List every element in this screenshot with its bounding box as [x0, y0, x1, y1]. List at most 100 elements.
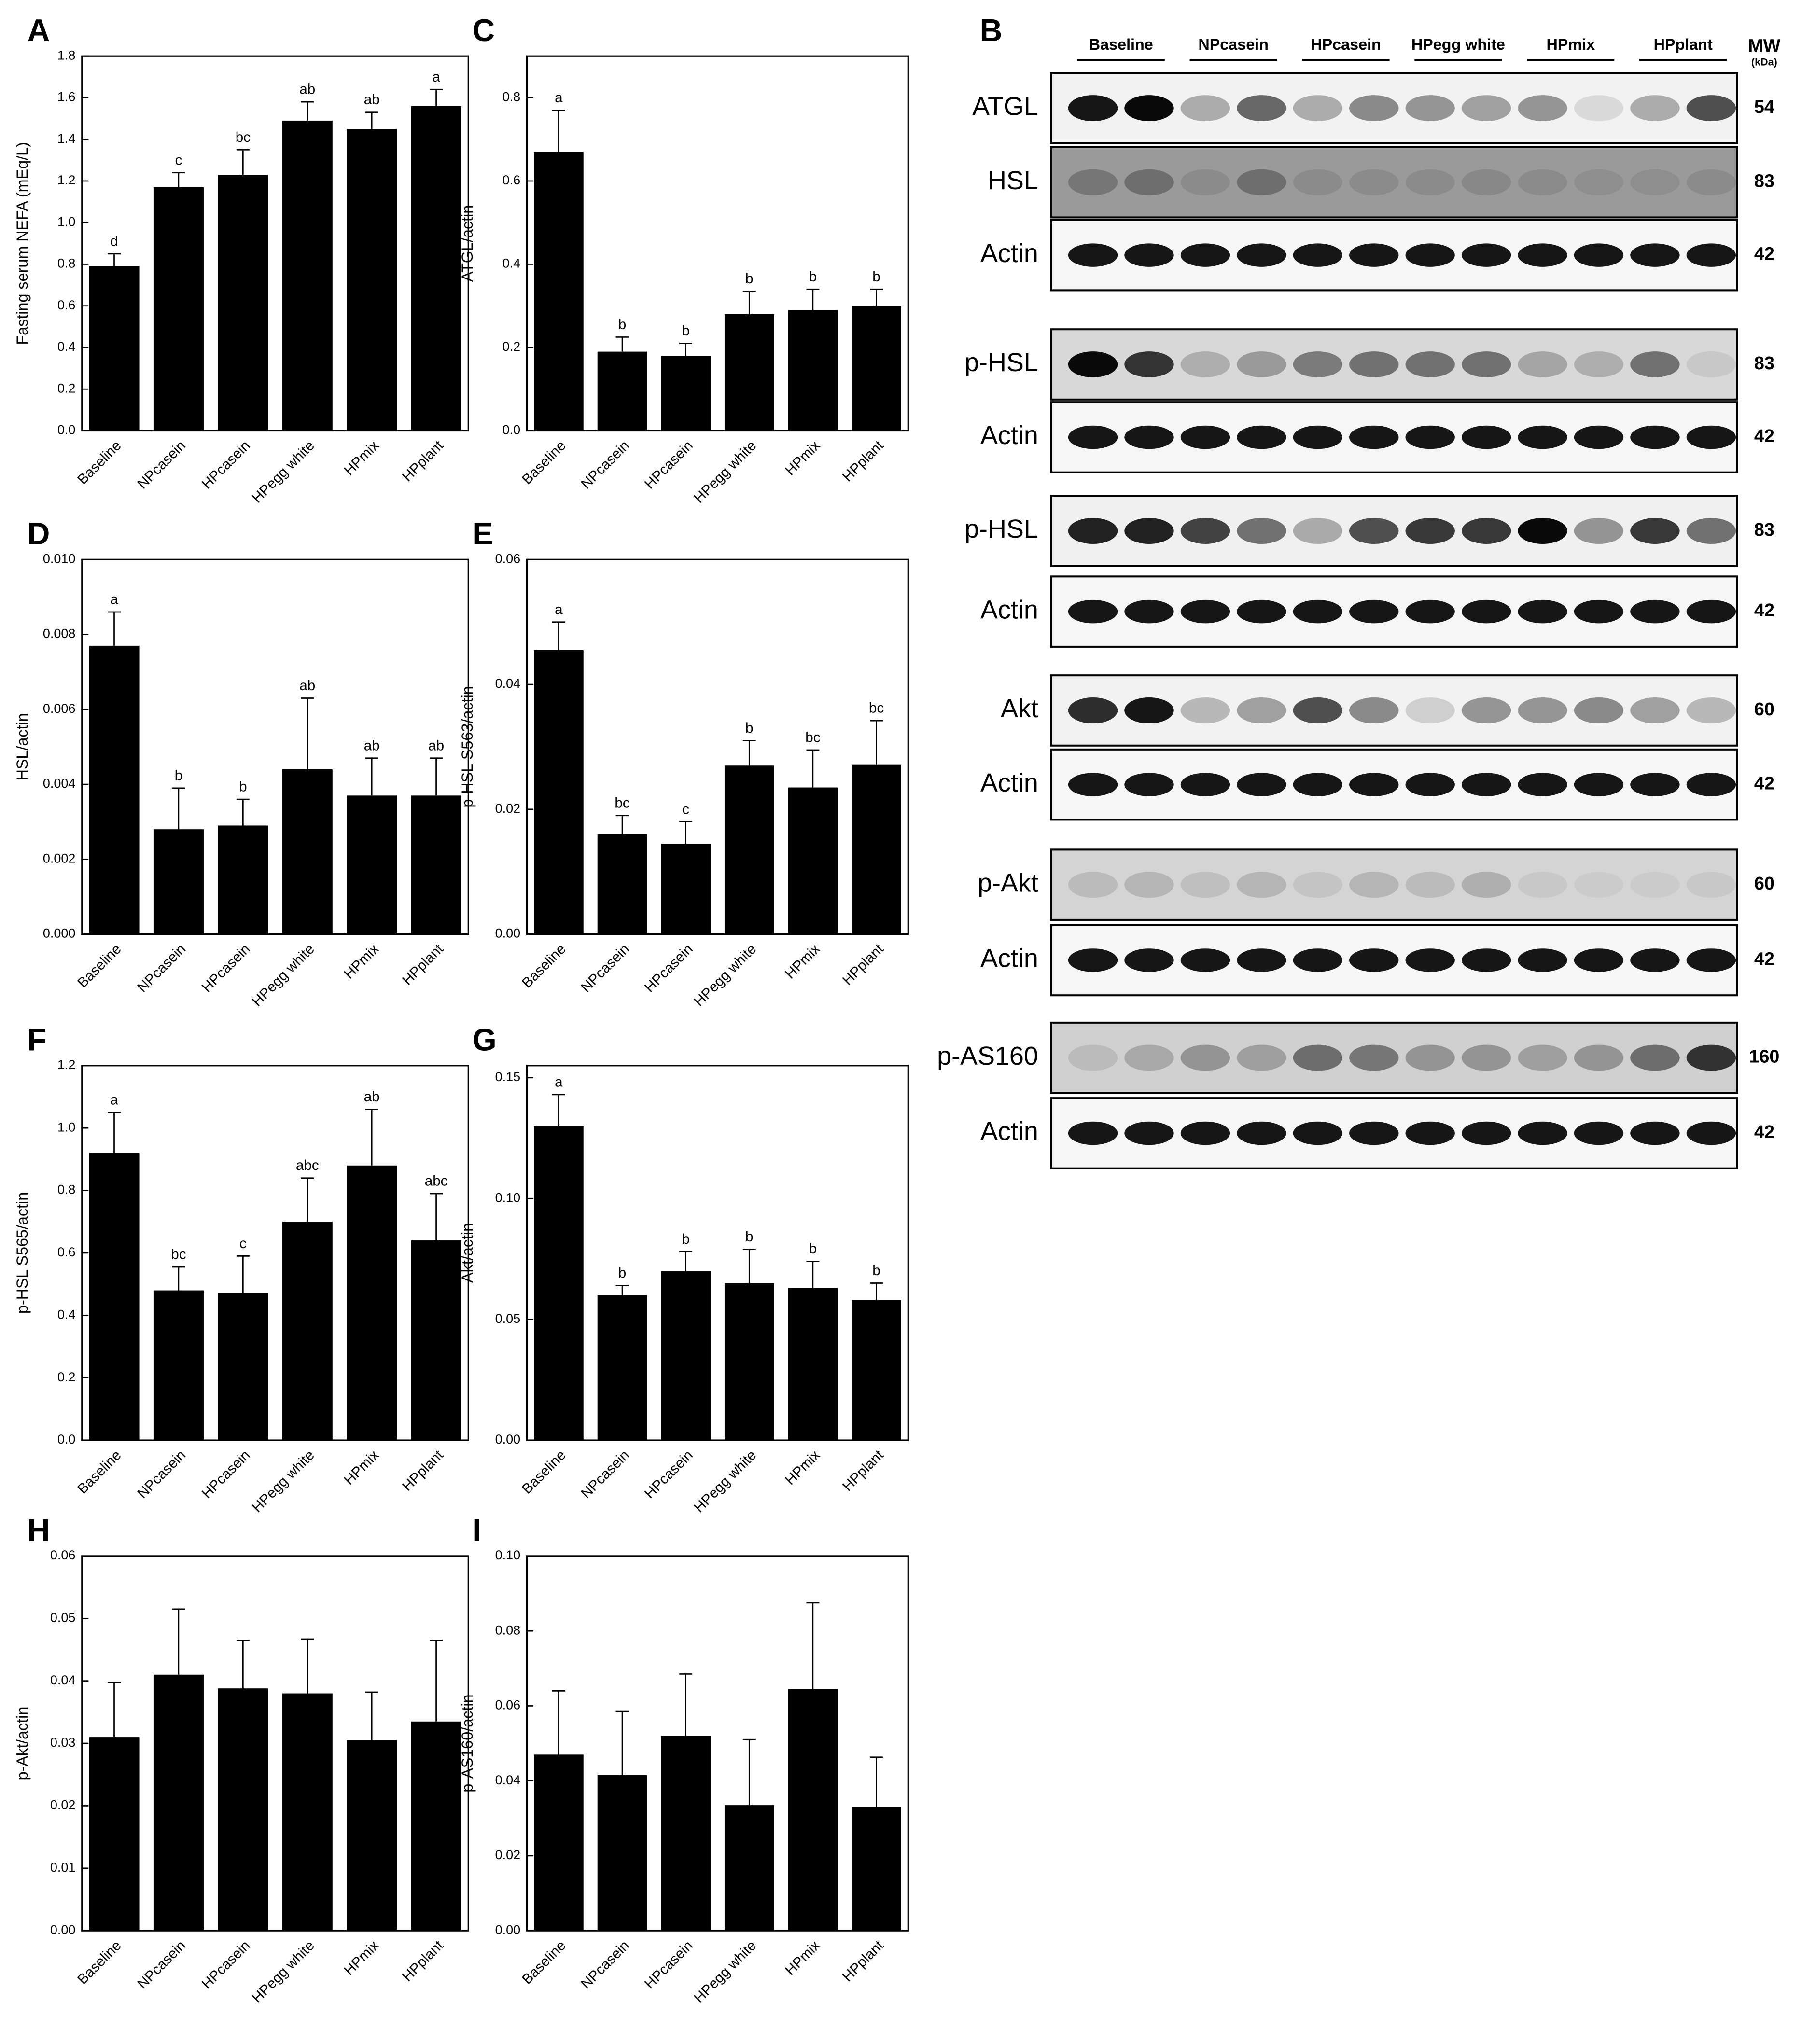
- x-tick-label: NPcasein: [578, 1447, 632, 1502]
- x-tick-label: NPcasein: [134, 1447, 189, 1502]
- x-tick-label: HPcasein: [642, 438, 696, 492]
- blot-band: [1630, 599, 1680, 624]
- row-mw: 160: [1749, 1046, 1779, 1067]
- blot-band: [1180, 599, 1230, 624]
- significance-letter: ab: [428, 737, 444, 753]
- x-tick-label: HPcasein: [199, 941, 253, 996]
- blot-band: [1461, 697, 1511, 723]
- bar: [788, 310, 838, 431]
- significance-letter: b: [809, 269, 817, 285]
- bar: [597, 351, 647, 431]
- y-tick-label: 0.006: [43, 701, 75, 716]
- blot-band: [1237, 697, 1286, 723]
- bar: [788, 787, 838, 934]
- significance-letter: a: [110, 1092, 118, 1108]
- blot-band: [1293, 169, 1343, 195]
- bar: [282, 769, 333, 934]
- blot-band: [1630, 95, 1680, 121]
- error-bar: [870, 1756, 883, 1808]
- y-tick-label: 1.8: [57, 48, 75, 62]
- error-bar: [430, 1640, 443, 1722]
- x-tick-label: HPmix: [782, 1447, 823, 1488]
- blot-band: [1574, 697, 1624, 723]
- bar: [597, 1295, 647, 1441]
- blot-band: [1237, 518, 1286, 544]
- x-tick-label: HPcasein: [642, 1447, 696, 1502]
- blot-band: [1293, 1121, 1343, 1145]
- bar: [347, 1740, 397, 1931]
- significance-letter: bc: [171, 1247, 186, 1263]
- error-bar: [365, 1691, 378, 1740]
- blot-band: [1180, 1044, 1230, 1071]
- y-tick-label: 0.2: [503, 339, 520, 354]
- y-tick-label: 0.4: [503, 256, 520, 271]
- y-tick-label: 0.00: [495, 926, 520, 941]
- y-tick-label: 0.05: [495, 1311, 520, 1326]
- bar: [89, 1737, 140, 1931]
- x-tick-label: HPcasein: [642, 1937, 696, 1992]
- x-tick-label: Baseline: [519, 941, 569, 991]
- significance-letter: b: [745, 720, 753, 736]
- significance-letter: b: [872, 269, 880, 285]
- blot-band: [1180, 351, 1230, 377]
- blot-band: [1630, 948, 1680, 972]
- bar: [534, 1754, 584, 1931]
- error-bar: [615, 1285, 629, 1295]
- error-bar: [679, 343, 693, 356]
- blot-band: [1349, 697, 1399, 723]
- blot-band: [1630, 518, 1680, 544]
- blot-band: [1630, 169, 1680, 195]
- significance-letter: b: [239, 779, 247, 795]
- significance-letter: b: [745, 271, 753, 287]
- axes-frame: [81, 1555, 469, 1932]
- error-bar: [365, 1109, 378, 1166]
- x-tick-label: HPegg white: [249, 438, 318, 506]
- blot-band: [1180, 872, 1230, 898]
- y-tick-label: 0.04: [495, 1773, 520, 1787]
- blot-band: [1405, 948, 1455, 972]
- bar: [282, 1222, 333, 1441]
- bar: [218, 1688, 268, 1931]
- blot-band: [1630, 773, 1680, 796]
- significance-letter: d: [110, 233, 118, 249]
- x-tick-label: HPplant: [839, 1937, 887, 1985]
- x-tick-label: Baseline: [74, 1447, 125, 1497]
- bar: [347, 795, 397, 934]
- y-tick-label: 0.002: [43, 851, 75, 865]
- row-mw: 83: [1754, 519, 1774, 540]
- blot-band: [1124, 1121, 1174, 1145]
- row-mw: 83: [1754, 171, 1774, 191]
- blot-band: [1124, 599, 1174, 624]
- bar: [153, 187, 204, 431]
- x-tick-label: Baseline: [74, 438, 125, 488]
- blot-band: [1349, 872, 1399, 898]
- significance-letter: ab: [364, 737, 380, 753]
- y-tick-label: 0.10: [495, 1190, 520, 1205]
- blot-band: [1124, 425, 1174, 449]
- row-label: Actin: [980, 595, 1038, 624]
- error-bar: [806, 288, 820, 310]
- bar: [724, 765, 774, 934]
- x-tick-label: HPplant: [399, 1447, 447, 1494]
- blot-band: [1068, 425, 1118, 449]
- group-label: HPegg white: [1411, 36, 1505, 53]
- x-tick-label: HPcasein: [199, 1447, 253, 1502]
- blot-band: [1349, 1044, 1399, 1071]
- blot-band: [1518, 425, 1567, 449]
- error-bar: [236, 149, 250, 175]
- row-label: p-HSL: [964, 348, 1038, 377]
- mw-unit: (kDa): [1751, 56, 1777, 68]
- blot-band: [1518, 518, 1567, 544]
- blot-band: [1461, 948, 1511, 972]
- blot-band: [1237, 1121, 1286, 1145]
- row-label: p-Akt: [978, 868, 1038, 897]
- blot-band: [1461, 169, 1511, 195]
- y-tick-label: 0.6: [57, 298, 75, 312]
- bar: [153, 829, 204, 934]
- blot-band: [1686, 243, 1736, 267]
- blot-band: [1686, 1044, 1736, 1071]
- group-label: HPcasein: [1311, 36, 1381, 53]
- blot-band: [1237, 948, 1286, 972]
- blot-band: [1686, 95, 1736, 121]
